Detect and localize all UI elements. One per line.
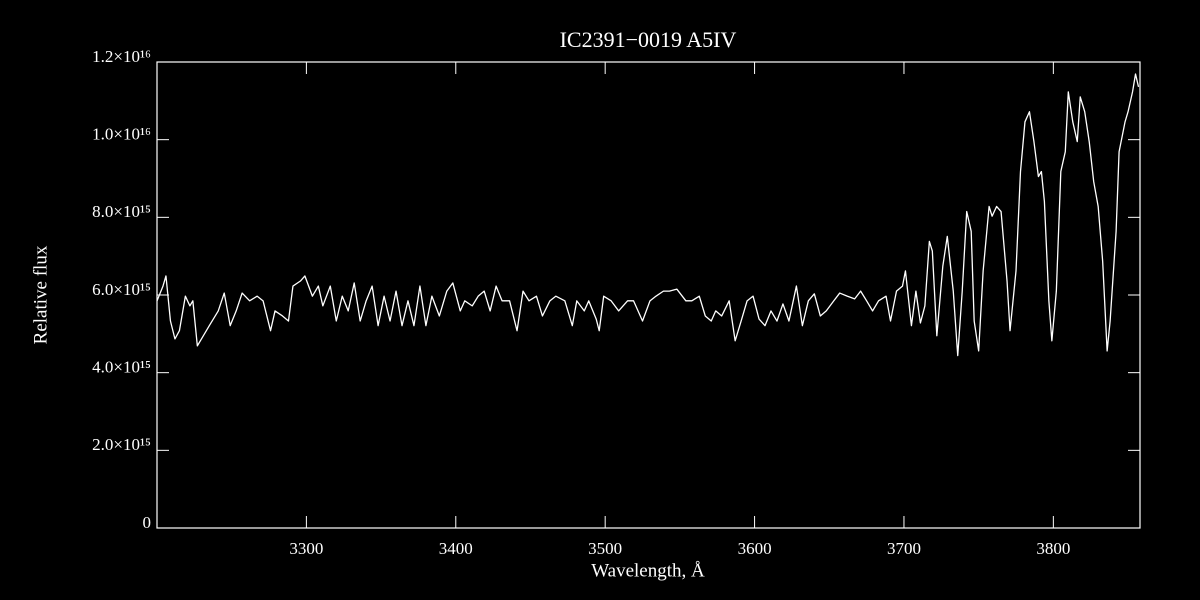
x-tick-label: 3700 <box>887 539 921 558</box>
x-tick-label: 3600 <box>738 539 772 558</box>
x-tick-label: 3500 <box>588 539 622 558</box>
y-tick-label: 2.0×10¹⁵ <box>92 435 151 454</box>
x-tick-label: 3300 <box>289 539 323 558</box>
y-axis-label: Relative flux <box>30 245 51 344</box>
y-tick-label: 0 <box>143 513 152 532</box>
y-tick-label: 1.2×10¹⁶ <box>92 47 151 66</box>
spectrum-line <box>156 73 1140 357</box>
x-tick-label: 3400 <box>439 539 473 558</box>
y-tick-label: 6.0×10¹⁵ <box>92 280 151 299</box>
x-axis-label: Wavelength, Å <box>591 560 705 581</box>
y-tick-label: 4.0×10¹⁵ <box>92 358 151 377</box>
plot-frame <box>156 61 1141 529</box>
x-tick-label: 3800 <box>1036 539 1070 558</box>
y-tick-label: 1.0×10¹⁶ <box>92 125 151 144</box>
y-tick-label: 8.0×10¹⁵ <box>92 202 151 221</box>
chart-title: IC2391−0019 A5IV <box>560 27 737 52</box>
